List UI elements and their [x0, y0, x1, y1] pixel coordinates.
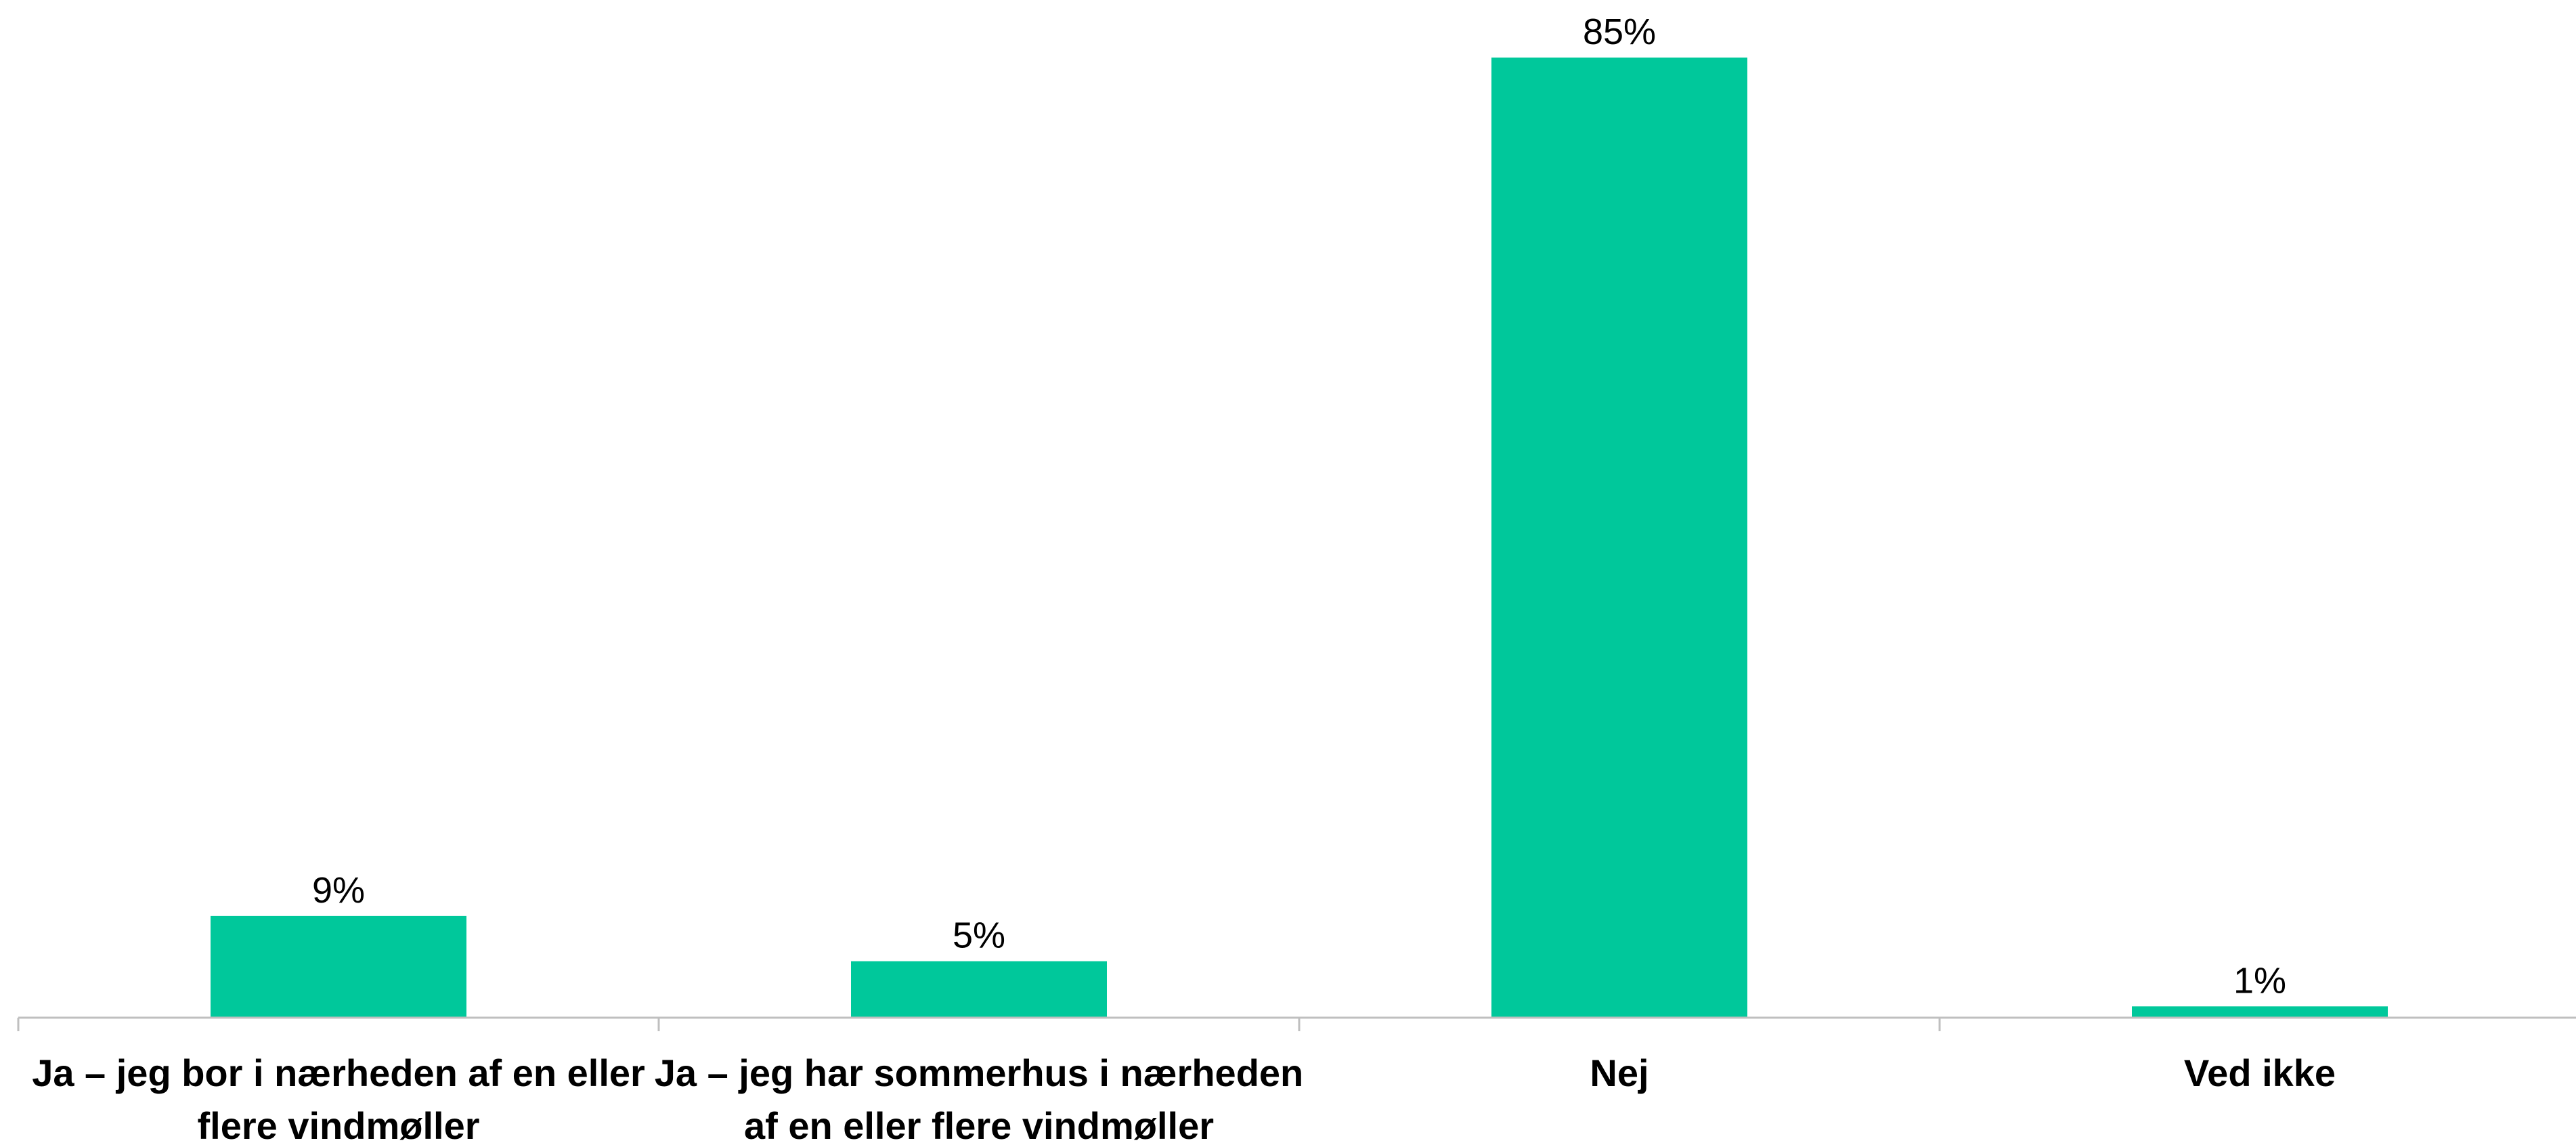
bar — [1491, 58, 1747, 1018]
x-tick-label-line: flere vindmøller — [197, 1104, 479, 1147]
bar-value-label: 9% — [312, 870, 365, 911]
x-tick-label: Ved ikke — [2184, 1052, 2336, 1094]
bar — [851, 961, 1107, 1018]
bar-value-label: 5% — [953, 915, 1005, 956]
x-tick-label: Ja – jeg bor i nærheden af en eller flere… — [32, 1052, 645, 1147]
x-tick-label-line: Ja – jeg bor i nærheden af en eller — [32, 1052, 645, 1094]
bar — [2132, 1006, 2388, 1018]
x-tick-label-line: Ja – jeg har sommerhus i nærheden — [655, 1052, 1304, 1094]
x-tick-label-line: Nej — [1590, 1052, 1649, 1094]
x-tick-label-line: Ved ikke — [2184, 1052, 2336, 1094]
x-tick-label-line: af en eller flere vindmøller — [744, 1104, 1214, 1147]
x-tick-label: Nej — [1590, 1052, 1649, 1094]
x-tick-label: Ja – jeg har sommerhus i nærheden af en e… — [655, 1052, 1304, 1147]
bar-value-label: 1% — [2233, 960, 2286, 1001]
bar-value-label: 85% — [1583, 12, 1656, 52]
bar — [211, 915, 466, 1018]
